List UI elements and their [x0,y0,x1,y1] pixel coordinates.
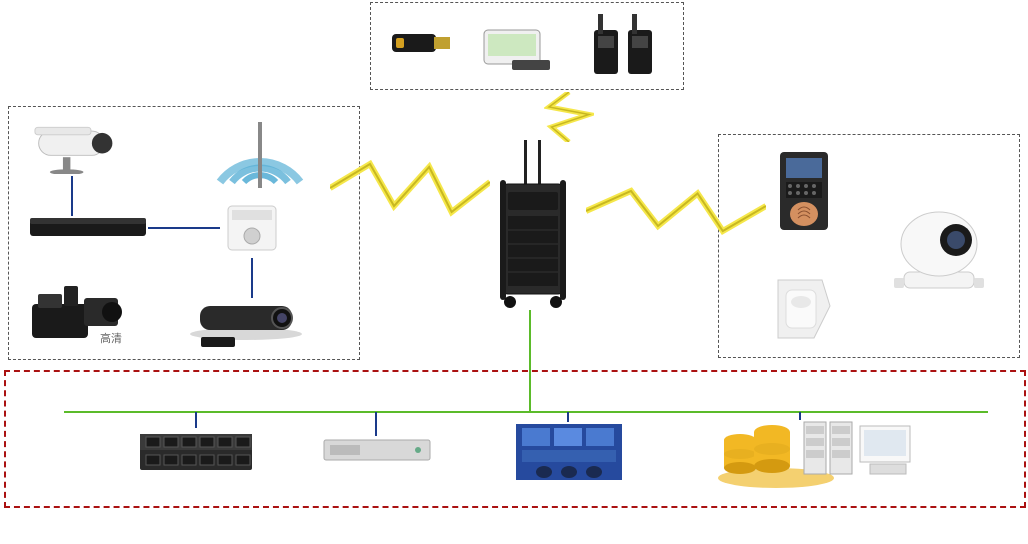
database-servers-icon [716,408,916,488]
connection-line [799,412,801,420]
access-point-icon [220,198,284,258]
wireless-link-right [586,186,766,236]
portable-base-station-icon [490,140,576,310]
handheld-device-icon [478,22,554,72]
projector-icon [186,298,306,340]
camcorder-label: 高清 [100,330,122,346]
wireless-signal-icon [200,112,320,192]
connection-line [64,411,988,413]
usb-drive-icon [386,22,456,62]
small-device-icon [200,336,236,348]
pir-sensor-icon [758,266,838,346]
rack-server-icon [136,428,256,476]
connection-line [251,258,253,298]
connection-line [567,412,569,422]
connection-line [375,412,377,436]
connection-line [71,176,73,216]
wireless-link-left [330,158,490,218]
control-room-icon [514,422,624,482]
ptz-camera-icon [884,202,994,292]
fingerprint-reader-icon [774,148,834,234]
nvr-icon [322,436,432,466]
wireless-link-top [544,92,594,142]
router-icon [28,216,148,242]
connection-line [529,310,531,412]
bullet-camera-icon [28,118,124,174]
connection-line [148,227,220,229]
walkie-talkie-icon [584,10,664,78]
connection-line [195,412,197,428]
